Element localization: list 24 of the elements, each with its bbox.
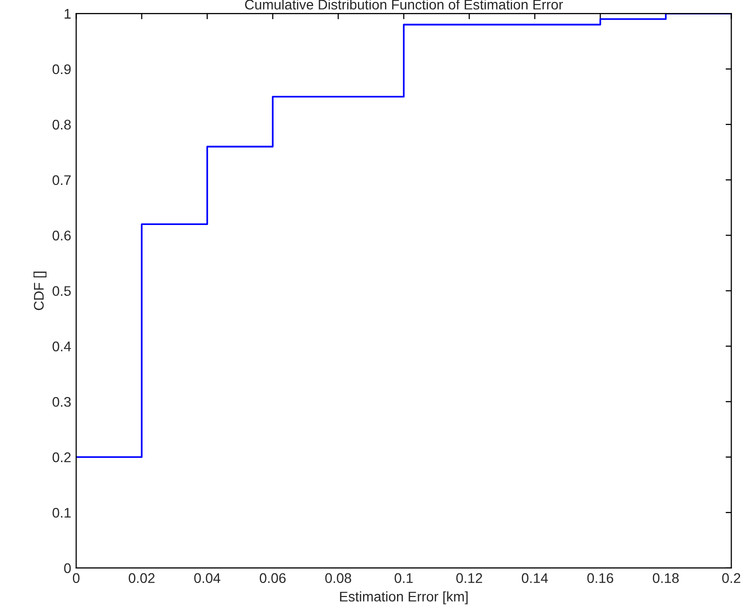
y-tick-label: 0.8 [52, 120, 71, 130]
y-tick-label: 0.2 [52, 452, 71, 462]
y-tick-label: 0 [64, 563, 71, 574]
x-tick-label: 0.08 [325, 573, 352, 584]
y-tick-label: 0.3 [52, 396, 71, 407]
x-tick-label: 0.18 [652, 573, 679, 584]
y-tick-label: 0.7 [52, 175, 71, 186]
x-tick-label: 0.14 [522, 573, 548, 584]
y-tick-label: 0.9 [52, 64, 71, 74]
y-tick-label: 0.6 [52, 230, 71, 240]
y-axis-title: CDF [] [34, 272, 46, 310]
x-tick-label: 0 [72, 573, 80, 584]
y-tick-label: 0.5 [52, 286, 71, 296]
y-tick-label: 0.4 [52, 342, 71, 352]
y-tick-label: 0.1 [52, 508, 71, 518]
x-tick-label: 0.12 [456, 573, 482, 584]
x-tick-label: 0.16 [587, 573, 614, 584]
x-tick-label: 0.04 [194, 573, 220, 584]
x-tick-label: 0.2 [722, 573, 740, 584]
x-tick-label: 0.1 [394, 573, 413, 584]
x-axis-title: Estimation Error [km] [340, 591, 468, 604]
y-tick-label: 1 [64, 9, 71, 19]
x-tick-label: 0.02 [128, 573, 155, 584]
x-tick-label: 0.06 [260, 573, 286, 584]
